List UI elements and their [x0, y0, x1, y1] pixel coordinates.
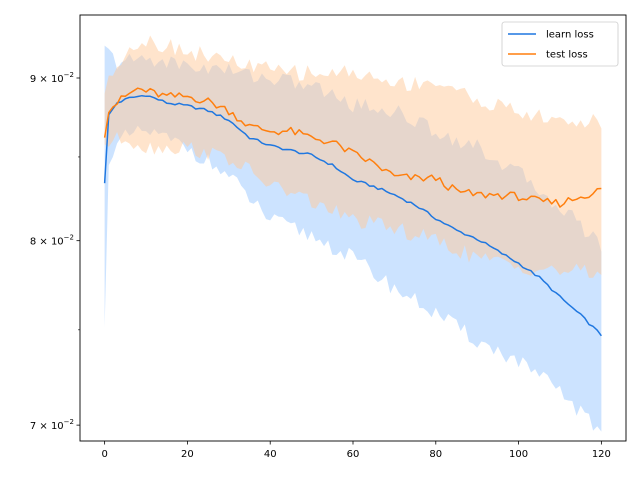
x-tick-label: 80 [429, 449, 442, 460]
legend-box [501, 21, 619, 67]
x-tick-label: 20 [181, 449, 194, 460]
legend-label: learn loss [546, 30, 594, 41]
legend-label: test loss [546, 50, 588, 61]
x-axis: 0 20 40 60 80 100 120 [101, 441, 611, 460]
test-loss-band [104, 35, 602, 278]
x-tick-label: 0 [101, 449, 107, 460]
x-tick-label: 60 [347, 449, 360, 460]
series-lines [103, 87, 602, 337]
test-loss-line [103, 87, 602, 208]
x-tick-label: 40 [264, 449, 277, 460]
learn-loss-line [103, 94, 602, 337]
y-tick-label: 9 × 10−2 [30, 71, 74, 85]
legend: learn loss test loss [501, 21, 619, 67]
confidence-bands [104, 35, 602, 432]
y-tick-label: 7 × 10−2 [30, 418, 74, 432]
x-tick-label: 100 [509, 449, 528, 460]
y-tick-label: 8 × 10−2 [30, 234, 74, 248]
x-tick-label: 120 [592, 449, 611, 460]
y-axis: 7 × 10−2 8 × 10−2 9 × 10−2 [30, 71, 80, 432]
